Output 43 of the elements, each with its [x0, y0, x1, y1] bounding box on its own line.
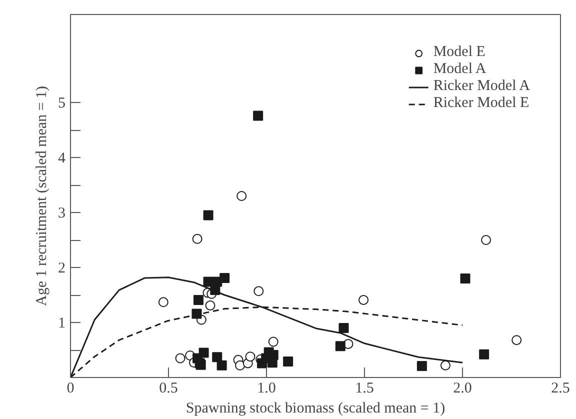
point: [245, 352, 256, 362]
legend-label: Ricker Model E: [433, 95, 530, 112]
point: [216, 360, 227, 370]
legend-label: Ricker Model A: [433, 78, 530, 95]
y-axis-title: Age 1 recruitment (scaled mean = 1): [34, 86, 50, 306]
point: [358, 294, 369, 305]
point: [460, 274, 470, 284]
point: [212, 352, 222, 362]
point: [268, 336, 278, 347]
legend-label: Model A: [433, 61, 486, 78]
point: [203, 210, 214, 220]
y-tick-label: 3: [58, 206, 66, 222]
point: [512, 335, 522, 346]
point: [479, 349, 490, 360]
point: [175, 353, 186, 364]
point: [338, 323, 349, 333]
y-tick-label: 4: [58, 150, 66, 166]
x-tick-label: 0: [66, 380, 74, 396]
point: [193, 294, 204, 305]
x-tick-label: 0.5: [159, 380, 178, 396]
x-tick-label: 2.0: [453, 380, 472, 396]
point: [192, 234, 202, 244]
point: [235, 360, 246, 370]
point: [236, 191, 247, 201]
point: [192, 308, 202, 319]
point: [220, 272, 230, 283]
point: [158, 297, 168, 308]
point: [416, 360, 427, 371]
x-tick-label: 2.5: [551, 380, 570, 396]
point: [283, 356, 294, 367]
y-tick-label: 2: [58, 260, 66, 276]
legend-label: Model E: [433, 44, 486, 61]
point: [335, 341, 346, 352]
x-tick-label: 1.0: [257, 380, 276, 396]
y-tick-label: 1: [58, 316, 66, 332]
x-tick-label: 1.5: [355, 380, 374, 396]
point: [254, 286, 264, 296]
point: [440, 360, 450, 370]
point: [481, 235, 492, 245]
y-tick-label: 5: [58, 96, 66, 112]
point: [205, 300, 216, 310]
x-axis-title: Spawning stock biomass (scaled mean = 1): [186, 400, 446, 416]
point: [253, 110, 264, 121]
